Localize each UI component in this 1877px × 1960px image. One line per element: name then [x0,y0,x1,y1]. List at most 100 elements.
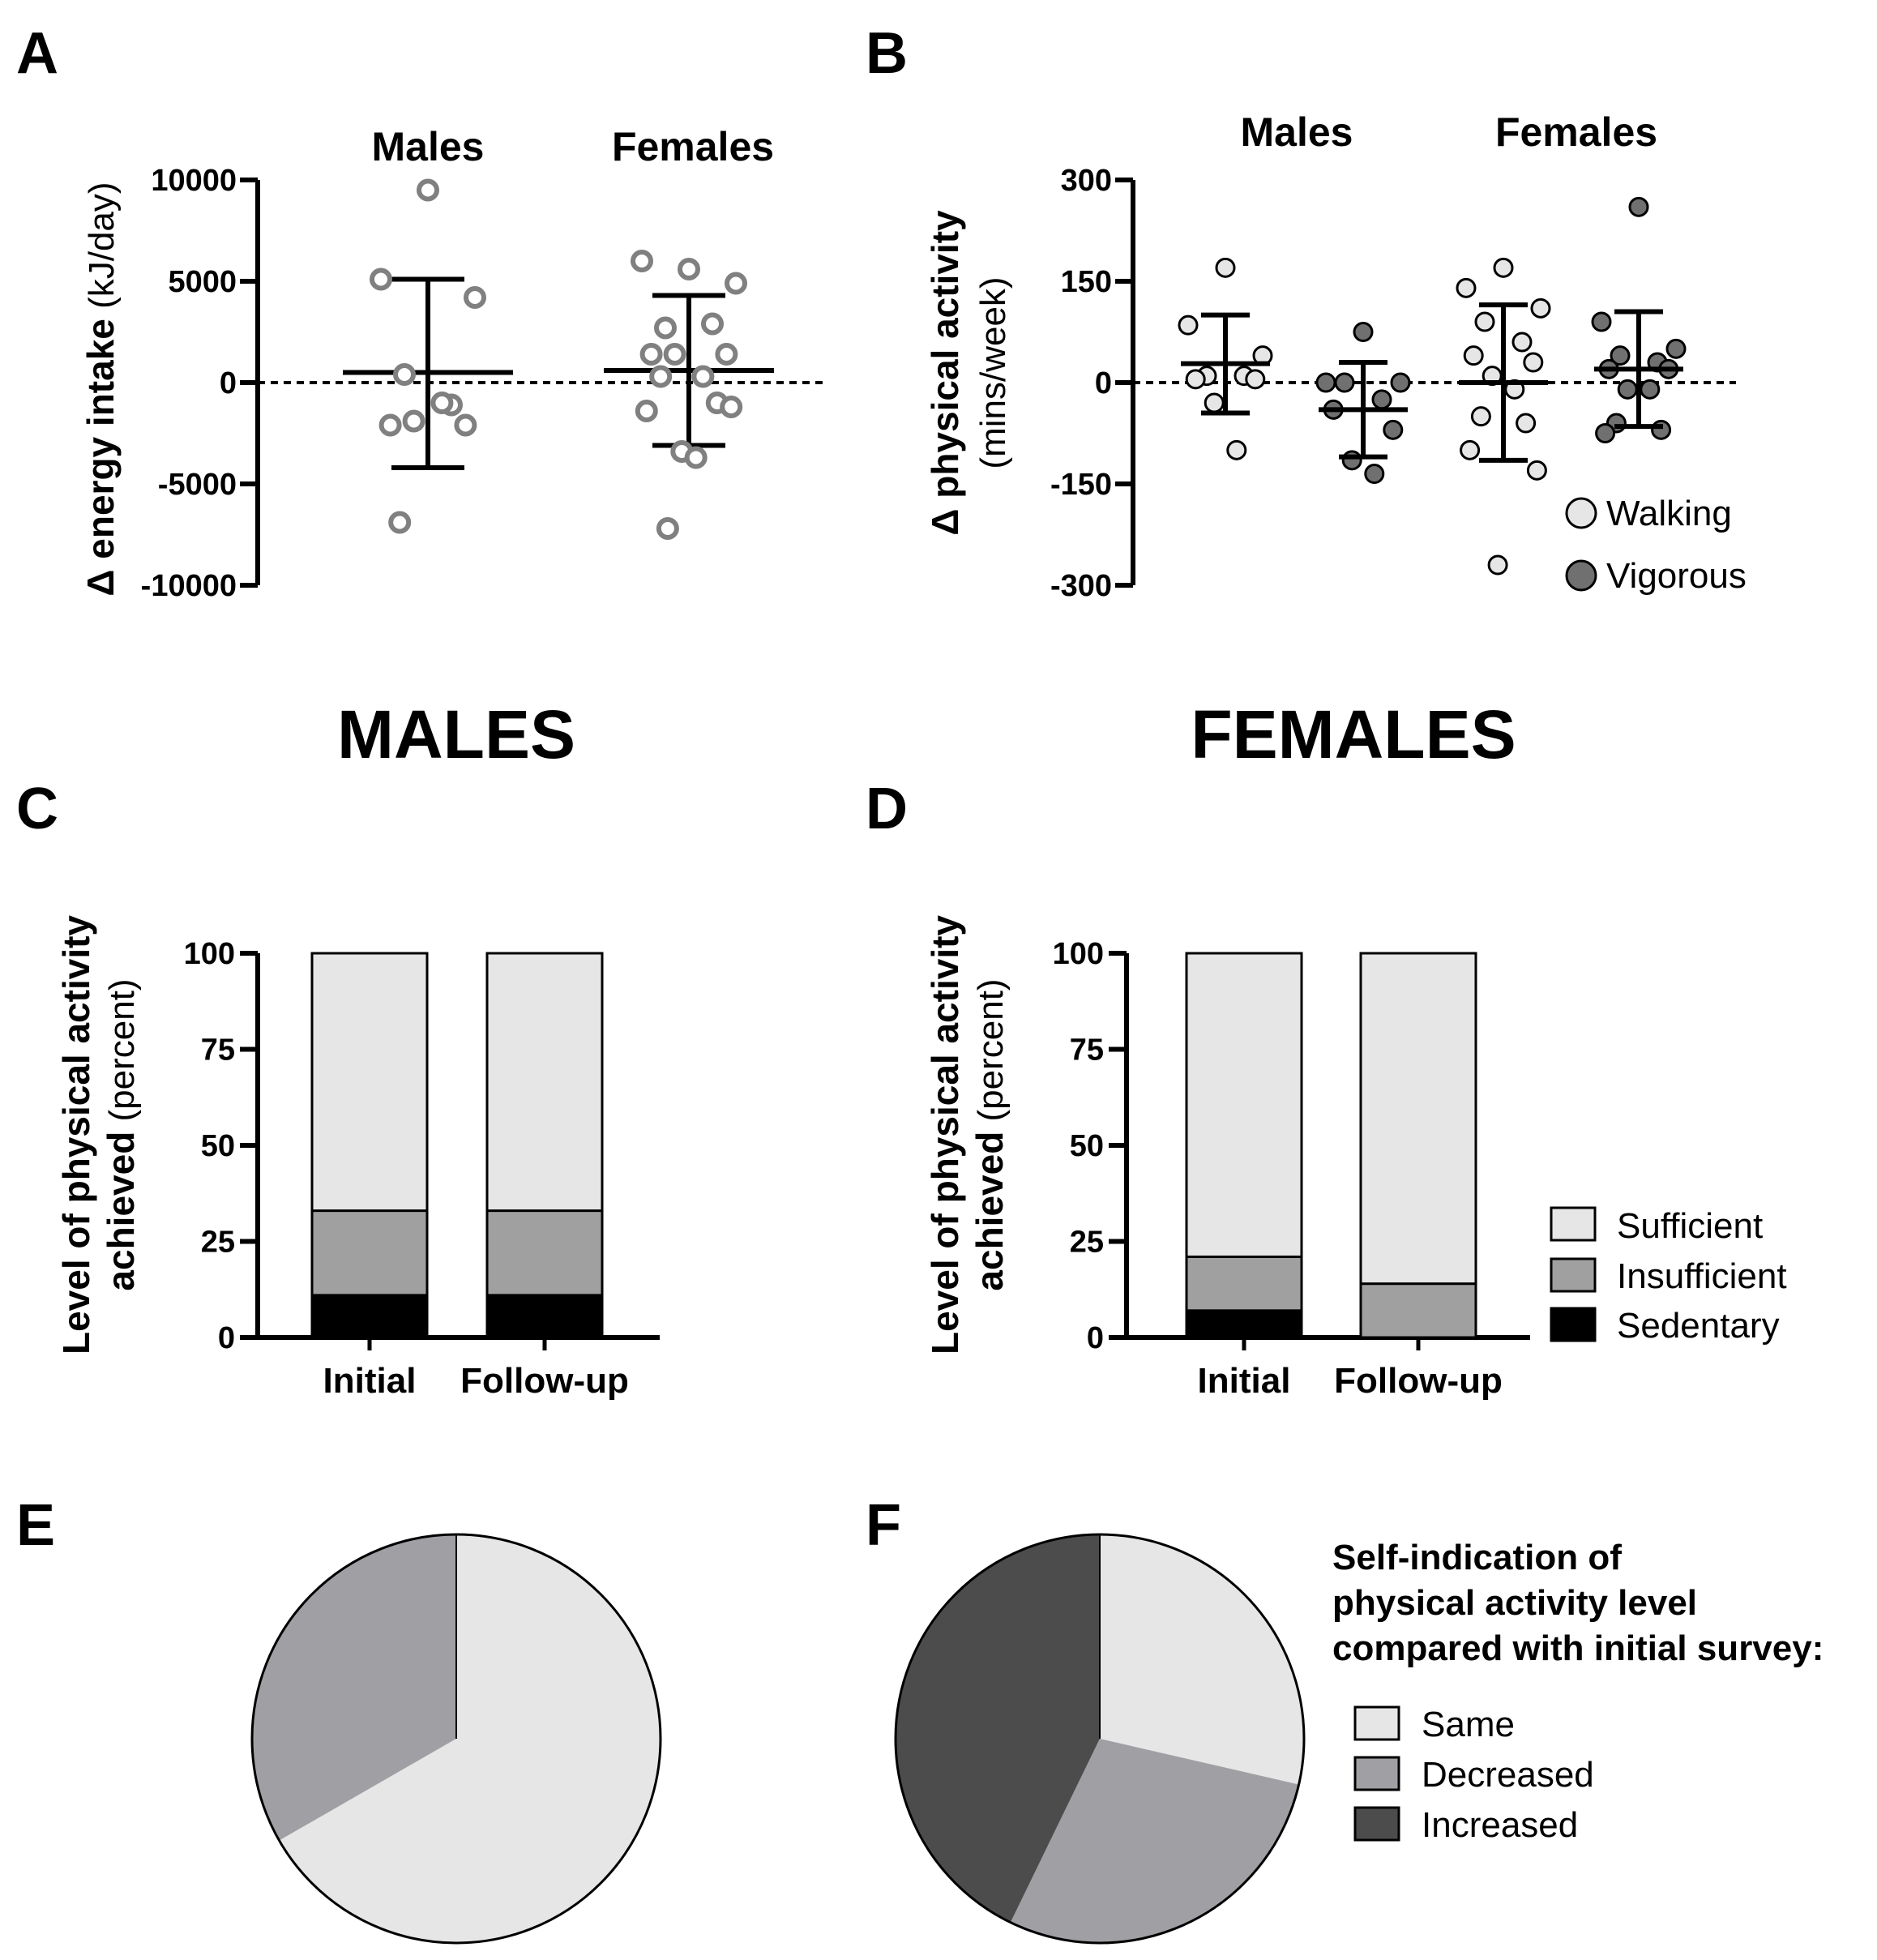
panel-e: E [16,1493,662,1945]
legend-title-line1: Self-indication of [1332,1538,1622,1577]
panel-d-y-axis-label-line2: achieved (percent) [968,978,1011,1290]
f-pie-slice-same [1100,1534,1304,1785]
panel-a-tick-label: 5000 [168,265,237,299]
panel-b-group-title-females: Females [1495,109,1657,155]
legend-sufficient-swatch [1550,1206,1597,1242]
panel-c-bar-follow-up-sedentary [485,1294,604,1339]
panel-d-x-label: Initial [1198,1361,1291,1401]
panel-c: C Level of physical activity achieved (p… [16,777,660,1401]
panel-a-males-point [388,511,412,534]
legend-sufficient-label: Sufficient [1617,1206,1763,1246]
e-pie-slice-decreased [251,1534,456,1841]
panel-d-tick-label: 75 [1070,1033,1104,1068]
panel-b-females-vigorous-point [1628,196,1649,217]
legend-insufficient-label: Insufficient [1617,1256,1787,1296]
panel-d-x-label: Follow-up [1334,1361,1503,1401]
e-pie-slice-same [279,1534,661,1943]
svg-text:Δ energy intake (kJ/day): Δ energy intake (kJ/day) [79,182,122,596]
panel-c-x-labels: Initial Follow-up [323,1337,629,1401]
panel-b-males-walking-point [1185,369,1206,390]
panel-b-females-walking-point [1456,277,1477,298]
panel-b-females-vigorous-point [1651,419,1672,440]
panel-a-group-title-males: Males [372,124,485,169]
panel-c-bar-initial-insufficient [310,1209,429,1297]
panel-d-tick-label: 0 [1087,1321,1104,1355]
panel-a-females-point [663,343,686,366]
panel-b-males-vigorous-point [1364,464,1385,484]
panel-a-tick-label: 10000 [151,164,237,198]
panel-b-females-walking-point [1474,311,1495,332]
panel-c-y-ticks: 100 75 50 25 0 [184,937,258,1355]
legend-same-swatch [1353,1705,1400,1741]
panel-a-tick-label: -5000 [158,468,237,502]
panel-d-bar-initial-insufficient [1185,1255,1303,1312]
legend-vigorous-label: Vigorous [1606,556,1747,596]
panel-e-pie [250,1533,662,1945]
legend-decreased-label: Decreased [1422,1755,1594,1795]
svg-text:(mins/week): (mins/week) [973,276,1013,469]
panel-a-females-point [720,396,743,418]
e-pie-outline [250,1533,662,1945]
panel-d-tick-label: 50 [1070,1129,1104,1163]
panel-b-tick-label: -300 [1050,569,1112,603]
panel-b-males-walking-point [1178,315,1199,336]
panel-b-tick-label: 150 [1061,265,1112,299]
panel-c-x-label: Initial [323,1361,417,1401]
panel-d-tick-label: 25 [1070,1226,1104,1260]
panel-a-females-point [678,258,700,280]
legend-increased-label: Increased [1422,1805,1578,1845]
panel-b-tick-label: 300 [1061,164,1112,198]
panel-b-males-walking-point [1204,392,1225,413]
panel-letter-b: B [866,21,908,86]
panel-c-y-axis-label-line2: achieved (percent) [100,978,142,1290]
section-title-males: MALES [337,696,575,772]
panel-a-females-point [649,365,673,388]
f-pie-outline [894,1533,1306,1945]
panel-a-group-title-females: Females [612,124,774,169]
panel-b-males-vigorous-point [1383,419,1404,440]
panel-a-females-point [635,400,658,422]
panel-b-females-vigorous-point [1617,379,1638,400]
panel-letter-c: C [16,777,58,841]
panel-a-males-point [464,286,486,309]
panel-c-tick-label: 75 [201,1033,235,1068]
panel-letter-e: E [16,1493,55,1558]
panel-c-tick-label: 50 [201,1129,235,1163]
panel-c-plot-area [255,952,660,1340]
panel-b-y-ticks: 300 150 0 -150 -300 [1050,164,1133,603]
panel-b-females-vigorous-point [1665,338,1687,359]
panel-c-bar-initial-sufficient [310,952,429,1213]
legend-decreased-swatch [1353,1756,1400,1791]
panel-a-males-point [378,413,402,437]
legend-increased-swatch [1353,1806,1400,1842]
panel-b-males-vigorous-point [1341,450,1362,471]
panel-f-pie [894,1533,1306,1945]
panel-a-females-point [639,343,663,366]
panel-a-tick-label: 0 [220,366,237,400]
panel-c-bar-follow-up-sufficient [485,952,604,1213]
legend-walking-swatch [1565,497,1597,529]
panel-d-bar-initial-sedentary [1185,1309,1303,1339]
panel-b-males-walking-point [1226,439,1247,460]
panel-a-plot-area [255,178,827,585]
panel-d-bar-follow-up-insufficient [1359,1282,1477,1339]
panel-letter-a: A [16,21,58,86]
panel-a-tick-label: -10000 [141,569,237,603]
panel-b-males-vigorous-point [1390,372,1411,393]
panel-d-y-ticks: 100 75 50 25 0 [1053,937,1127,1355]
panel-b-males-walking-point [1215,257,1236,278]
panel-b-females-walking-point [1460,439,1481,460]
panel-b-plot-area [1131,180,1736,585]
section-title-females: FEMALES [1191,696,1516,772]
panel-b-females-walking-point [1523,352,1544,373]
panel-b-females-walking-point [1516,413,1537,434]
legend-insufficient-swatch [1550,1257,1597,1293]
panel-a-females-point [654,316,677,340]
panel-b-tick-label: -150 [1050,468,1112,502]
panel-b-males-vigorous-point [1353,322,1374,342]
panel-d-tick-label: 100 [1053,937,1104,971]
panel-b-females-vigorous-point [1610,345,1631,366]
panel-b-females-walking-point [1493,257,1514,278]
panel-a-males-point [370,267,392,291]
